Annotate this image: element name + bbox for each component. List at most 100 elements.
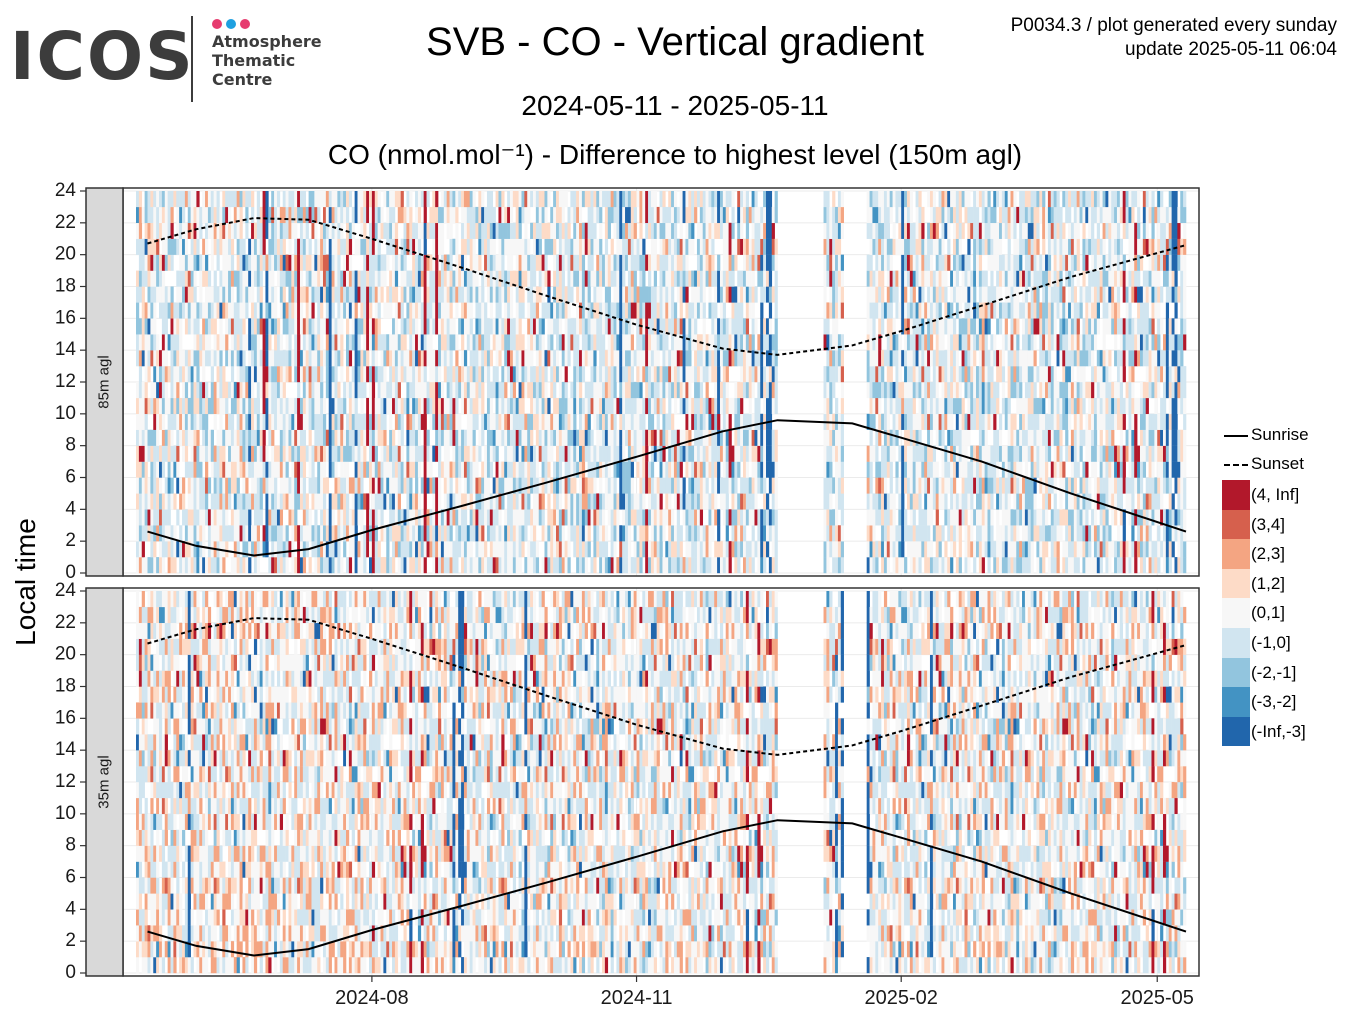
heatmap-cell (394, 238, 399, 255)
heatmap-cell (449, 366, 453, 383)
heatmap-cell (659, 461, 663, 478)
heatmap-cell (299, 366, 304, 383)
heatmap-cell (599, 541, 603, 558)
heatmap-cell (740, 382, 744, 399)
heatmap-cell (573, 509, 577, 526)
heatmap-cell (403, 461, 407, 478)
heatmap-cell (144, 557, 148, 574)
heatmap-cell (161, 366, 166, 383)
heatmap-cell (469, 222, 473, 239)
heatmap-cell (466, 206, 470, 224)
heatmap-cell (878, 286, 882, 303)
heatmap-cell (653, 222, 657, 239)
heatmap-cell (369, 397, 373, 415)
heatmap-cell (472, 397, 476, 415)
heatmap-cell (458, 477, 462, 494)
heatmap-cell (182, 191, 186, 208)
heatmap-cell (242, 413, 246, 430)
heatmap-cell (167, 191, 171, 208)
heatmap-cell (176, 206, 180, 224)
heatmap-cell (415, 286, 419, 303)
heatmap-cell (636, 254, 640, 271)
heatmap-cell (636, 382, 640, 399)
heatmap-cell (714, 302, 718, 319)
heatmap-cell (164, 334, 168, 351)
heatmap-cell (403, 286, 407, 303)
heatmap-cell (176, 477, 180, 494)
heatmap-cell (331, 493, 335, 510)
heatmap-cell (357, 493, 361, 510)
heatmap-cell (642, 429, 646, 446)
heatmap-cell (420, 382, 424, 399)
heatmap-cell (878, 270, 882, 287)
heatmap-cell (337, 222, 341, 239)
heatmap-cell (645, 302, 649, 319)
heatmap-cell (699, 222, 704, 239)
heatmap-cell (449, 509, 453, 526)
heatmap-cell (662, 286, 666, 303)
heatmap-cell (648, 477, 652, 494)
heatmap-cell (294, 286, 298, 303)
heatmap-cell (394, 286, 399, 303)
heatmap-cell (696, 557, 701, 574)
heatmap-cell (590, 334, 594, 351)
heatmap-cell (466, 557, 470, 574)
heatmap-cell (412, 302, 416, 319)
heatmap-cell (147, 557, 151, 574)
heatmap-cell (291, 270, 295, 287)
heatmap-cell (763, 509, 767, 526)
heatmap-cell (475, 350, 479, 367)
heatmap-cell (866, 270, 870, 287)
heatmap-cell (501, 477, 505, 494)
heatmap-cell (625, 222, 629, 239)
heatmap-cell (141, 493, 145, 510)
heatmap-cell (501, 493, 505, 510)
heatmap-cell (449, 222, 453, 239)
heatmap-cell (553, 238, 557, 255)
heatmap-cell (567, 413, 571, 430)
heatmap-cell (714, 461, 718, 478)
heatmap-cell (774, 429, 778, 446)
heatmap-cell (544, 302, 548, 319)
heatmap-cell (599, 191, 603, 208)
heatmap-cell (466, 445, 470, 462)
heatmap-cell (291, 525, 295, 542)
heatmap-cell (236, 413, 240, 430)
heatmap-cell (469, 461, 473, 478)
heatmap-cell (265, 270, 269, 287)
heatmap-cell (754, 286, 758, 303)
heatmap-cell (311, 318, 315, 335)
heatmap-cell (607, 445, 611, 462)
heatmap-cell (288, 413, 292, 430)
heatmap-cell (279, 350, 284, 367)
heatmap-cell (412, 318, 416, 335)
heatmap-cell (685, 445, 689, 462)
heatmap-cell (248, 191, 252, 208)
heatmap-cell (558, 493, 563, 510)
heatmap-cell (397, 461, 401, 478)
heatmap-cell (616, 429, 620, 446)
heatmap-cell (420, 557, 424, 574)
heatmap-cell (397, 206, 401, 224)
heatmap-cell (167, 541, 171, 558)
heatmap-cell (535, 413, 540, 430)
heatmap-cell (763, 318, 767, 335)
heatmap-cell (228, 238, 232, 255)
heatmap-cell (570, 191, 574, 208)
heatmap-cell (466, 382, 470, 399)
heatmap-cell (440, 461, 445, 478)
heatmap-cell (383, 493, 387, 510)
heatmap-cell (210, 286, 214, 303)
plot-title: SVB - CO - Vertical gradient (426, 20, 924, 64)
heatmap-cell (625, 541, 629, 558)
heatmap-cell (610, 493, 614, 510)
heatmap-cell (265, 493, 269, 510)
heatmap-cell (248, 509, 252, 526)
heatmap-cell (530, 525, 534, 542)
heatmap-cell (461, 541, 465, 558)
heatmap-cell (392, 222, 396, 239)
heatmap-cell (337, 429, 341, 446)
heatmap-cell (553, 541, 557, 558)
heatmap-cell (239, 493, 243, 510)
heatmap-cell (866, 366, 870, 383)
